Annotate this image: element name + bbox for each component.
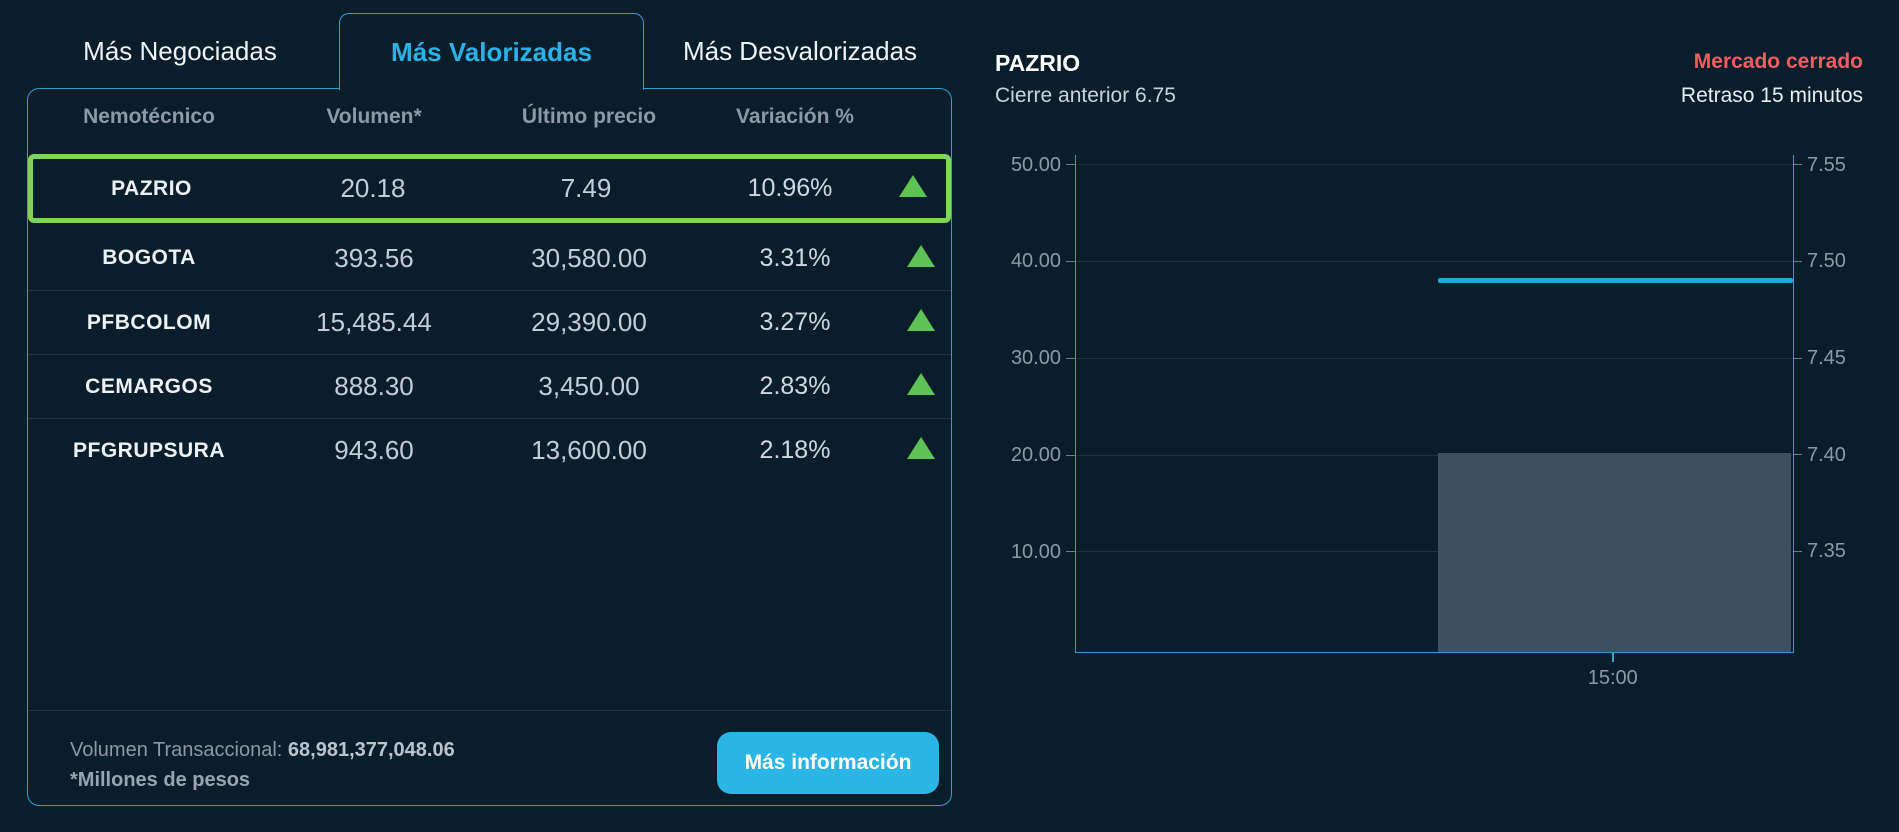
price-line-series (1438, 278, 1793, 284)
intraday-chart: 50.00 40.00 30.00 20.00 10.00 7.55 7.50 7.45 7.4… (975, 153, 1899, 715)
up-triangle-icon (906, 244, 935, 267)
grid-line (1076, 260, 1793, 262)
left-axis-tick (1066, 357, 1075, 359)
quote-prev-close: Cierre anterior 6.75 (995, 84, 1176, 107)
grid-line (1076, 164, 1793, 166)
up-triangle-icon (906, 437, 935, 459)
right-axis-tick-label: 7.55 (1807, 153, 1846, 176)
right-axis-tick-label: 7.45 (1807, 347, 1846, 370)
stocks-panel: Nemotécnico Volumen* Último precio Varia… (27, 88, 952, 806)
row-change: 3.31% (759, 243, 831, 272)
right-axis-tick-label: 7.40 (1807, 443, 1846, 466)
left-axis-tick (1066, 551, 1075, 553)
row-volume: 15,485.44 (316, 307, 432, 337)
x-axis-tick-label: 15:00 (1587, 667, 1638, 689)
row-direction (890, 307, 951, 338)
table-row[interactable]: PFBCOLOM 15,485.44 29,390.00 3.27% (28, 290, 951, 354)
quote-symbol: PAZRIO (995, 50, 1081, 76)
right-axis-tick (1793, 260, 1802, 262)
table-row[interactable]: CEMARGOS 888.30 3,450.00 2.83% (28, 354, 951, 418)
more-info-button[interactable]: Más información (717, 732, 939, 794)
right-axis-tick (1793, 454, 1802, 456)
row-direction (884, 173, 941, 204)
row-volume: 20.18 (340, 173, 406, 203)
grid-line (1076, 551, 1793, 553)
chart-plot-area[interactable] (1075, 155, 1794, 653)
row-change: 2.83% (759, 372, 831, 400)
column-header-variacion: Variación % (736, 105, 854, 128)
volume-value: 68,981,377,048.06 (287, 739, 455, 761)
table-row[interactable]: PAZRIO 20.18 7.49 10.96% (33, 159, 946, 218)
right-axis-tick (1793, 164, 1802, 166)
market-status-badge: Mercado cerrado (1693, 50, 1863, 73)
row-price: 7.49 (560, 173, 612, 203)
row-symbol: PFBCOLOM (86, 310, 212, 334)
tab-mas-valorizadas[interactable]: Más Valorizadas (339, 13, 644, 90)
tab-mas-desvalorizadas[interactable]: Más Desvalorizadas (682, 35, 918, 66)
column-header-volumen: Volumen* (326, 105, 422, 128)
grid-line (1076, 357, 1793, 359)
column-header-nemotecnico: Nemotécnico (83, 105, 215, 128)
left-axis-tick-label: 10.00 (1010, 540, 1061, 563)
row-direction (890, 371, 951, 402)
row-symbol: PAZRIO (111, 176, 192, 200)
x-axis-tick (1611, 653, 1614, 662)
volume-bar-series (1438, 453, 1791, 652)
row-price: 13,600.00 (531, 435, 647, 465)
left-axis-tick-label: 40.00 (1010, 250, 1061, 273)
table-header-row: Nemotécnico Volumen* Último precio Varia… (28, 89, 951, 145)
millions-note: *Millones de pesos (70, 769, 251, 791)
grid-line (1076, 454, 1793, 456)
up-triangle-icon (906, 309, 935, 331)
quote-delay: Retraso 15 minutos (1680, 84, 1863, 107)
transactional-volume: Volumen Transaccional: 68,981,377,048.06… (70, 735, 455, 795)
up-triangle-icon (906, 373, 935, 395)
left-axis-tick-label: 20.00 (1010, 444, 1061, 467)
row-price: 29,390.00 (531, 307, 647, 337)
left-axis-tick (1066, 454, 1075, 456)
row-direction (890, 435, 951, 466)
column-header-ultimo-precio: Último precio (521, 105, 657, 128)
panel-footer: Volumen Transaccional: 68,981,377,048.06… (28, 710, 951, 805)
row-price: 30,580.00 (531, 242, 647, 273)
right-axis-tick (1793, 357, 1802, 359)
tab-mas-negociadas[interactable]: Más Negociadas (83, 35, 277, 66)
selected-row-highlight: PAZRIO 20.18 7.49 10.96% (28, 154, 951, 223)
row-volume: 393.56 (334, 242, 414, 273)
row-volume: 943.60 (334, 435, 414, 465)
row-change: 3.27% (759, 308, 831, 336)
right-axis-tick-label: 7.35 (1807, 540, 1846, 563)
row-symbol: CEMARGOS (85, 374, 213, 398)
volume-label: Volumen Transaccional: (70, 739, 288, 761)
right-axis-tick (1793, 550, 1802, 552)
row-price: 3,450.00 (538, 371, 640, 401)
up-triangle-icon (898, 175, 927, 197)
row-symbol: PFGRUPSURA (72, 438, 225, 462)
row-change: 2.18% (759, 436, 831, 464)
table-row[interactable]: BOGOTA 393.56 30,580.00 3.31% (28, 226, 951, 290)
left-axis-tick-label: 50.00 (1010, 153, 1061, 176)
right-axis-tick-label: 7.50 (1807, 250, 1846, 273)
table-row[interactable]: PFGRUPSURA 943.60 13,600.00 2.18% (28, 418, 951, 482)
left-axis-tick-label: 30.00 (1010, 347, 1061, 370)
row-volume: 888.30 (334, 371, 414, 401)
left-axis-tick (1066, 260, 1075, 262)
row-direction (890, 243, 951, 274)
row-symbol: BOGOTA (102, 246, 196, 269)
table-body: PAZRIO 20.18 7.49 10.96% BOGOTA 393.56 3… (28, 154, 951, 482)
left-axis-tick (1066, 164, 1075, 166)
row-change: 10.96% (747, 174, 833, 202)
